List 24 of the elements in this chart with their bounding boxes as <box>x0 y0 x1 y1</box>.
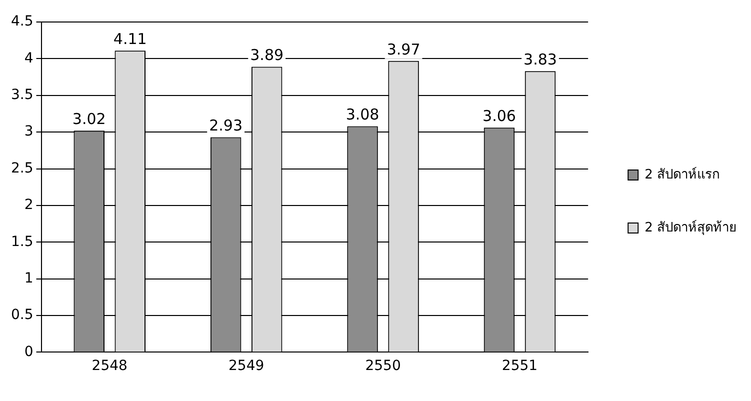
x-tick-label: 2548 <box>92 358 128 374</box>
data-label: 3.89 <box>250 46 284 64</box>
y-tick-label: 2 <box>24 197 34 214</box>
y-tick-label: 4 <box>24 50 34 66</box>
data-label: 2.93 <box>209 116 243 135</box>
y-tick-label: 3 <box>24 124 34 140</box>
x-tick-label: 2550 <box>365 358 401 374</box>
data-label: 3.97 <box>386 40 420 58</box>
y-tick-label: 0 <box>24 344 34 360</box>
data-label: 3.02 <box>72 110 106 128</box>
data-label: 3.06 <box>482 107 516 126</box>
data-label: 4.11 <box>113 30 147 48</box>
y-tick-label: 4.5 <box>11 14 34 30</box>
y-tick-label: 1 <box>24 270 34 286</box>
legend-label: 2 สัปดาห์สุดท้าย <box>644 219 738 236</box>
y-tick-label: 0.5 <box>11 307 34 324</box>
x-tick-label: 2549 <box>228 358 264 374</box>
legend-label: 2 สัปดาห์แรก <box>644 166 720 182</box>
y-tick-label: 2.5 <box>11 160 34 176</box>
data-label: 3.83 <box>524 50 557 69</box>
y-tick-label: 3.5 <box>11 87 34 104</box>
x-tick-label: 2551 <box>502 358 538 374</box>
data-label: 3.08 <box>346 106 380 124</box>
y-tick-label: 1.5 <box>11 234 34 250</box>
